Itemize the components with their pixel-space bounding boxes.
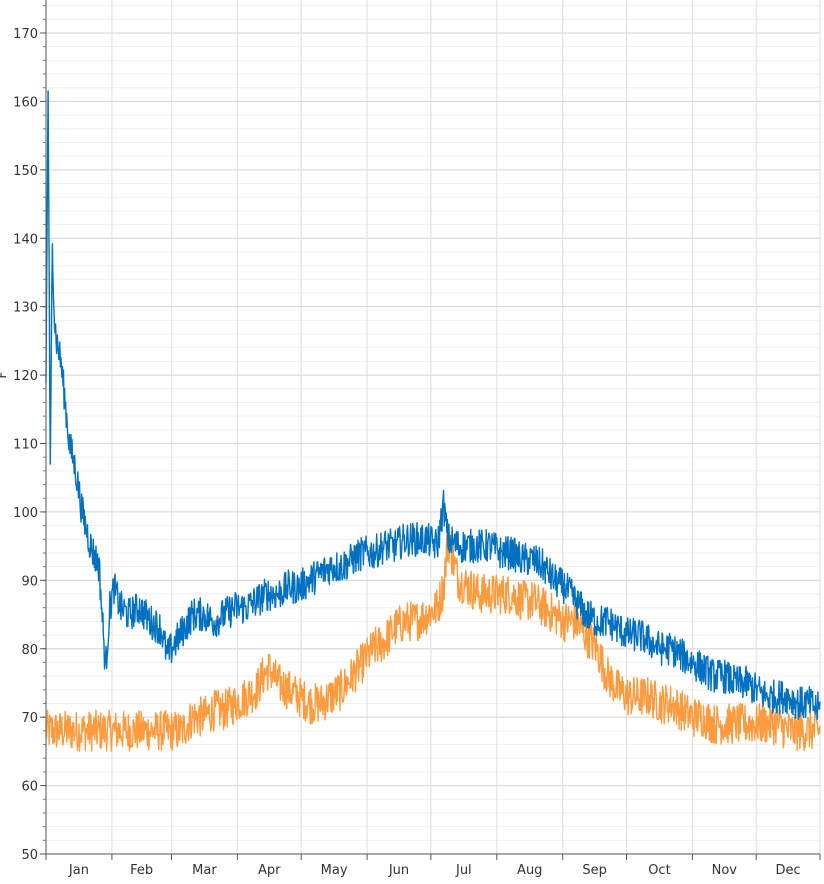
- x-tick-label: Jan: [68, 863, 89, 878]
- y-tick-label: 120: [13, 369, 38, 384]
- x-tick-label: May: [321, 863, 348, 878]
- y-tick-label: 150: [13, 164, 38, 179]
- y-tick-label: 80: [21, 643, 38, 658]
- y-tick-label: 100: [13, 506, 38, 521]
- y-tick-label: 170: [13, 27, 38, 42]
- y-tick-label: 60: [21, 780, 38, 795]
- x-tick-label: Nov: [712, 863, 738, 878]
- x-tick-label: Dec: [776, 863, 801, 878]
- y-tick-label: 130: [13, 301, 38, 316]
- y-axis-label: F: [0, 371, 9, 378]
- y-axis-ticks: 50 60 70 80 90 100 110 120 130 140 150 160 170: [13, 5, 46, 863]
- x-axis-ticks: Jan Feb Mar Apr May Jun Jul Aug Sep Oct Nov Dec: [45, 854, 821, 878]
- x-tick-label: Apr: [258, 863, 281, 878]
- x-tick-label: Oct: [648, 863, 670, 878]
- y-tick-label: 50: [21, 848, 38, 863]
- y-tick-label: 70: [21, 711, 38, 726]
- x-tick-label: Jul: [455, 863, 472, 878]
- x-tick-label: Sep: [582, 863, 607, 878]
- y-tick-label: 160: [13, 95, 38, 110]
- series-layer: [45, 90, 821, 752]
- x-tick-label: Mar: [192, 863, 217, 878]
- series-line: [45, 90, 821, 721]
- y-tick-label: 140: [13, 232, 38, 247]
- x-tick-label: Feb: [130, 863, 153, 878]
- y-tick-label: 90: [21, 574, 38, 589]
- series-line: [45, 534, 821, 752]
- x-tick-label: Aug: [517, 863, 542, 878]
- x-tick-label: Jun: [388, 863, 409, 878]
- y-tick-label: 110: [13, 438, 38, 453]
